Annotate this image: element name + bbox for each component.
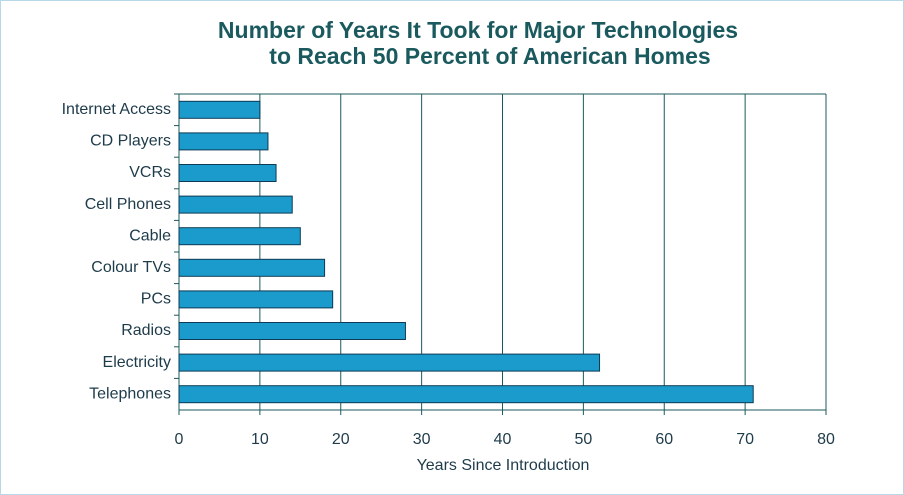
x-tick-label: 50 xyxy=(574,431,592,448)
x-tick-label: 40 xyxy=(494,431,512,448)
chart-title: Number of Years It Took for Major Techno… xyxy=(218,17,738,43)
bar xyxy=(178,132,269,151)
y-tick-label: Electricity xyxy=(103,354,171,371)
x-tick-label: 80 xyxy=(817,431,835,448)
x-tick-label: 20 xyxy=(332,431,350,448)
bar xyxy=(178,290,334,309)
bar xyxy=(178,258,326,277)
y-tick-label: PCs xyxy=(141,291,171,308)
bar xyxy=(178,322,406,340)
y-tick-label: Colour TVs xyxy=(91,259,171,276)
y-tick-label: Cable xyxy=(129,227,171,244)
y-tick-label: CD Players xyxy=(90,133,171,150)
chart-title: to Reach 50 Percent of American Homes xyxy=(269,43,710,69)
y-tick-label: Internet Access xyxy=(62,101,171,118)
bar xyxy=(178,353,601,372)
x-tick-label: 70 xyxy=(736,431,754,448)
bar xyxy=(178,195,293,214)
x-tick-label: 10 xyxy=(251,431,269,448)
x-axis-label: Years Since Introduction xyxy=(417,457,590,474)
y-tick-label: VCRs xyxy=(129,164,171,181)
bar xyxy=(178,164,277,182)
bar xyxy=(178,227,301,246)
x-tick-label: 30 xyxy=(413,431,431,448)
y-tick-label: Cell Phones xyxy=(85,196,171,213)
y-tick-label: Telephones xyxy=(89,385,171,402)
bar xyxy=(178,385,754,404)
x-tick-label: 60 xyxy=(655,431,673,448)
y-tick-label: Radios xyxy=(121,322,171,339)
bar xyxy=(178,100,261,119)
x-tick-label: 0 xyxy=(175,431,184,448)
